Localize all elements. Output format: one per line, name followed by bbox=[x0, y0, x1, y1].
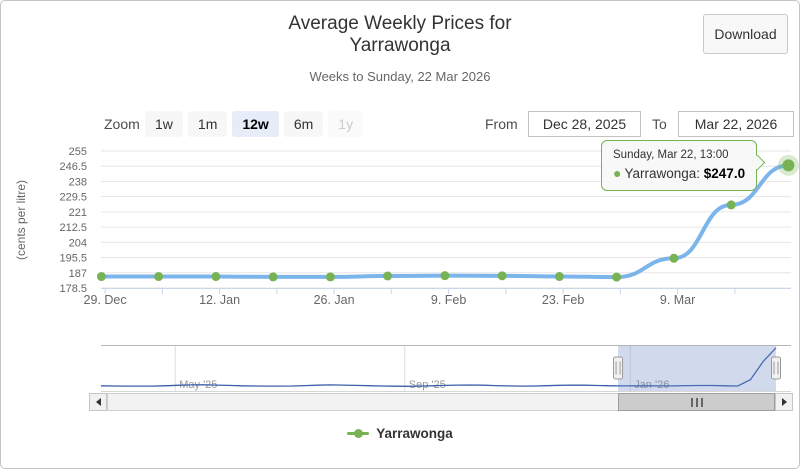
from-label: From bbox=[485, 116, 518, 132]
to-label: To bbox=[652, 116, 667, 132]
to-date-input[interactable] bbox=[678, 111, 794, 137]
y-tick-label: 255 bbox=[69, 146, 87, 158]
legend-item-yarrawonga[interactable]: Yarrawonga bbox=[347, 425, 453, 441]
navigator-handle-right[interactable] bbox=[771, 356, 781, 380]
series-point-marker[interactable] bbox=[782, 159, 795, 172]
zoom-button-1w[interactable]: 1w bbox=[145, 111, 183, 137]
series-point-marker[interactable] bbox=[612, 272, 622, 282]
navigator-selection-mask[interactable] bbox=[618, 346, 776, 391]
zoom-button-12w[interactable]: 12w bbox=[232, 111, 279, 137]
series-point-marker[interactable] bbox=[383, 271, 393, 281]
zoom-button-1y: 1y bbox=[328, 111, 364, 137]
series-point-marker[interactable] bbox=[554, 272, 564, 282]
x-tick-label: 9. Feb bbox=[431, 293, 466, 307]
series-point-marker[interactable] bbox=[669, 253, 679, 263]
download-button[interactable]: Download bbox=[703, 14, 788, 54]
series-point-marker[interactable] bbox=[211, 272, 221, 282]
scrollbar-thumb[interactable] bbox=[618, 393, 775, 411]
legend-series-label: Yarrawonga bbox=[376, 425, 453, 441]
series-point-marker[interactable] bbox=[440, 271, 450, 281]
series-point-marker[interactable] bbox=[497, 271, 507, 281]
zoom-button-group: 1w 1m 12w 6m 1y bbox=[145, 111, 368, 137]
y-tick-label: 204 bbox=[69, 237, 87, 249]
navigator-series-line bbox=[100, 347, 777, 387]
x-tick-label: 23. Feb bbox=[542, 293, 584, 307]
series-point-marker[interactable] bbox=[154, 272, 164, 282]
navigator-axis-label: Jan '26 bbox=[634, 379, 669, 391]
y-tick-label: 229.5 bbox=[59, 192, 87, 204]
series-point-marker[interactable] bbox=[726, 200, 736, 210]
tooltip: Sunday, Mar 22, 13:00 ● Yarrawonga: $247.… bbox=[601, 140, 765, 191]
legend: Yarrawonga bbox=[1, 425, 799, 441]
zoom-button-6m[interactable]: 6m bbox=[283, 111, 324, 137]
scrollbar-grip-icon bbox=[695, 397, 698, 407]
legend-series-marker-icon bbox=[347, 425, 370, 441]
from-date-input[interactable] bbox=[528, 111, 641, 137]
scrollbar-right-button[interactable] bbox=[775, 393, 793, 411]
series-point-marker[interactable] bbox=[268, 272, 278, 282]
scrollbar-left-button[interactable] bbox=[89, 393, 107, 411]
chart-title-line1: Average Weekly Prices for bbox=[288, 13, 512, 34]
scrollbar-grip-icon bbox=[690, 397, 693, 407]
navigator-handle-left[interactable] bbox=[613, 356, 624, 380]
tooltip-series-bullet-icon: ● bbox=[613, 165, 622, 181]
tooltip-series-name: Yarrawonga: bbox=[624, 166, 701, 181]
y-tick-label: 195.5 bbox=[59, 253, 87, 265]
tooltip-series-row: ● Yarrawonga: $247.0 bbox=[613, 165, 745, 181]
y-tick-label: 187 bbox=[69, 268, 87, 280]
scrollbar-left-arrow-icon bbox=[92, 398, 101, 406]
series-point-marker[interactable] bbox=[325, 272, 335, 282]
scrollbar-grip-icon bbox=[700, 397, 703, 407]
y-tick-label: 212.5 bbox=[59, 222, 87, 234]
y-tick-label: 178.5 bbox=[59, 283, 87, 295]
y-tick-label: 238 bbox=[69, 176, 87, 188]
y-tick-label: 221 bbox=[69, 207, 87, 219]
navigator-axis-label: Sep '25 bbox=[409, 379, 446, 391]
x-tick-label: 9. Mar bbox=[660, 293, 695, 307]
series-point-marker[interactable] bbox=[96, 272, 106, 282]
zoom-label: Zoom bbox=[104, 116, 140, 132]
x-tick-label: 12. Jan bbox=[199, 293, 240, 307]
tooltip-value: $247.0 bbox=[703, 166, 746, 181]
zoom-button-1m[interactable]: 1m bbox=[187, 111, 228, 137]
scrollbar-right-arrow-icon bbox=[781, 398, 791, 406]
y-tick-label: 246.5 bbox=[59, 161, 87, 173]
x-tick-label: 26. Jan bbox=[314, 293, 355, 307]
chart-subtitle: Weeks to Sunday, 22 Mar 2026 bbox=[309, 69, 491, 84]
x-tick-label: 29. Dec bbox=[84, 293, 127, 307]
tooltip-date: Sunday, Mar 22, 13:00 bbox=[613, 149, 729, 161]
chart-title: Average Weekly Prices for Yarrawonga bbox=[1, 13, 799, 57]
chart-title-line2: Yarrawonga bbox=[349, 35, 451, 56]
y-axis-title: (cents per litre) bbox=[14, 180, 28, 260]
